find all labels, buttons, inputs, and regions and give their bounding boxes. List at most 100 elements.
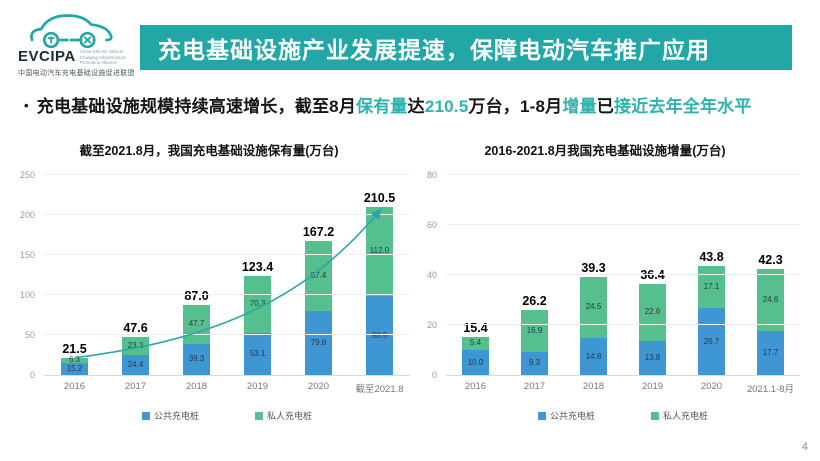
bar-segment-public: 9.3 xyxy=(521,351,548,375)
legend-item: 公共充电桩 xyxy=(537,409,595,422)
bar-segment-public: 13.8 xyxy=(639,340,666,375)
bar-segment-private: 24.5 xyxy=(580,276,607,338)
bar-segment-public: 39.3 xyxy=(183,343,210,375)
subtitle: • 充电基础设施规模持续高速增长，截至8月保有量达210.5万台，1-8月增量已接… xyxy=(24,92,808,117)
bar-total-label: 47.6 xyxy=(123,320,148,335)
bar-segment-value: 9.3 xyxy=(528,358,541,368)
bar-total-label: 210.5 xyxy=(363,190,396,205)
bar-segment-private: 22.6 xyxy=(639,284,666,341)
x-axis: 2016 2017 2018 2019 2020 2021.1-8月 xyxy=(446,376,800,395)
plot-area: 15.4 5.4 10.0 26.2 16.9 9.3 39.3 24.5 14.8 36.4 22… xyxy=(446,174,800,376)
y-tick-label: 40 xyxy=(426,270,437,280)
x-axis-label: 2020 xyxy=(307,381,330,392)
y-tick-label: 0 xyxy=(431,370,437,380)
bar-segment-value: 10.0 xyxy=(467,357,484,367)
bar-segment-value: 17.1 xyxy=(703,281,720,291)
page-number: 4 xyxy=(801,441,808,453)
legend-swatch xyxy=(651,411,659,420)
bar-column: 36.4 22.6 13.8 xyxy=(623,175,682,375)
subtitle-segment: 210.5 xyxy=(424,97,469,116)
x-axis-label: 2018 xyxy=(185,381,208,392)
bar-column: 26.2 16.9 9.3 xyxy=(505,175,564,375)
legend-label: 私人充电桩 xyxy=(663,411,709,421)
increment-chart: 2016-2021.8月我国充电基础设施增量(万台) 0 20 40 60 80 15.… xyxy=(410,132,812,422)
bar-segment-value: 6.3 xyxy=(68,355,81,365)
stacked-bar: 16.9 9.3 xyxy=(521,309,548,375)
stacked-bar: 24.6 17.7 xyxy=(757,269,784,375)
logo-subtext-en: China Electric Vehicle Charging Infrastr… xyxy=(79,49,126,65)
legend-label: 私人充电桩 xyxy=(267,411,313,421)
legend-item: 私人充电桩 xyxy=(255,409,312,422)
x-axis-label: 2016 xyxy=(63,381,86,392)
bar-segment-value: 24.4 xyxy=(127,360,144,370)
bar-segment-value: 14.8 xyxy=(585,351,602,361)
x-axis-label: 2017 xyxy=(124,381,147,392)
y-tick-label: 250 xyxy=(19,170,35,180)
bar-segment-value: 13.8 xyxy=(644,352,661,362)
y-axis: 0 20 40 60 80 xyxy=(410,170,446,380)
bar-segment-value: 79.8 xyxy=(310,338,327,348)
gridline xyxy=(44,174,410,175)
bar-segment-value: 98.5 xyxy=(371,330,388,340)
bar-column: 15.4 5.4 10.0 xyxy=(446,175,505,375)
bar-column: 43.8 17.1 26.7 xyxy=(682,175,741,375)
bar-segment-private: 23.2 xyxy=(122,336,149,356)
subtitle-segment: 达 xyxy=(407,97,425,116)
bar-total-label: 123.4 xyxy=(241,260,274,275)
x-axis-label: 2017 xyxy=(523,381,546,392)
bar-segment-private: 16.9 xyxy=(521,309,548,352)
bar-total-label: 87.0 xyxy=(184,289,209,304)
subtitle-segment: 充电基础设施规模持续高速增长，截至8月 xyxy=(36,97,357,116)
plot-wrap: 0 20 40 60 80 15.4 5.4 10.0 26.2 16.9 9.3 39.3 24.5… xyxy=(410,170,800,380)
bar-column: 87.0 47.7 39.3 xyxy=(166,175,227,375)
logo-brand-text: EVCIPA xyxy=(18,48,76,65)
bar-segment-value: 47.7 xyxy=(188,319,205,329)
y-tick-label: 0 xyxy=(29,370,35,380)
x-axis: 2016 2017 2018 2019 2020 截至2021.8 xyxy=(44,376,410,395)
subtitle-text: 充电基础设施规模持续高速增长，截至8月保有量达210.5万台，1-8月增量已接近… xyxy=(37,97,752,116)
gridline xyxy=(44,254,410,255)
y-tick-label: 60 xyxy=(426,220,437,230)
legend: 公共充电桩 私人充电桩 xyxy=(44,409,410,422)
bar-segment-public: 79.8 xyxy=(305,311,332,375)
bar-segment-private: 5.4 xyxy=(462,336,489,350)
bars: 21.5 6.3 15.2 47.6 23.2 24.4 87.0 47.7 39.3 123.4… xyxy=(44,175,410,375)
bar-segment-value: 39.3 xyxy=(188,354,205,364)
bar-segment-private: 47.7 xyxy=(183,305,210,344)
legend-item: 私人充电桩 xyxy=(651,409,708,422)
legend: 公共充电桩 私人充电桩 xyxy=(446,409,800,422)
legend-swatch xyxy=(255,411,263,420)
x-axis-label: 2019 xyxy=(641,381,664,392)
evcipa-logo: EVCIPA China Electric Vehicle Charging I… xyxy=(18,10,140,78)
bar-total-label: 36.4 xyxy=(640,268,665,282)
x-axis-label: 2019 xyxy=(246,381,269,392)
subtitle-segment: 增量 xyxy=(562,97,597,116)
x-axis-label: 2020 xyxy=(700,381,723,392)
stacked-bar: 5.4 10.0 xyxy=(462,336,489,375)
y-tick-label: 200 xyxy=(19,210,35,220)
bar-segment-value: 17.7 xyxy=(762,347,779,357)
x-axis-label: 2018 xyxy=(582,381,605,392)
stacked-bar: 6.3 15.2 xyxy=(61,355,88,375)
gridline xyxy=(446,324,800,325)
ownership-chart: 截至2021.8月，我国充电基础设施保有量(万台) 0 50 100 150 200 25… xyxy=(8,132,410,422)
bar-segment-public: 14.8 xyxy=(580,338,607,375)
logo-subtext-cn: 中国电动汽车充电基础设施促进联盟 xyxy=(18,70,135,77)
bar-segment-value: 24.6 xyxy=(762,295,779,304)
y-axis: 0 50 100 150 200 250 xyxy=(8,170,44,380)
bar-segment-value: 24.5 xyxy=(585,302,602,312)
chart-title: 截至2021.8月，我国充电基础设施保有量(万台) xyxy=(79,144,339,158)
bar-total-label: 43.8 xyxy=(699,249,724,264)
gridline xyxy=(44,214,410,215)
bar-segment-private: 112.0 xyxy=(366,206,393,297)
plot-wrap: 0 50 100 150 200 250 21.5 6.3 15.2 47.6 23.2 24.4 8… xyxy=(8,170,410,380)
bar-segment-public: 10.0 xyxy=(462,350,489,375)
bar-column: 123.4 70.3 53.1 xyxy=(227,175,288,375)
bar-total-label: 21.5 xyxy=(62,341,87,356)
legend-swatch xyxy=(141,411,150,420)
stacked-bar: 87.4 79.8 xyxy=(305,241,332,375)
bar-segment-value: 26.7 xyxy=(703,336,720,346)
bar-segment-public: 15.2 xyxy=(61,362,88,375)
bar-segment-public: 98.5 xyxy=(366,296,393,375)
